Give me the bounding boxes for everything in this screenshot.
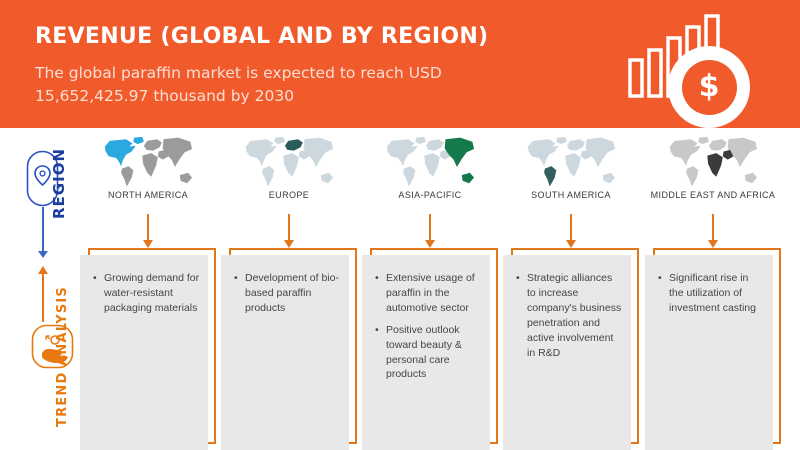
card-body: Extensive usage of paraffin in the autom…	[362, 255, 490, 450]
trend-connector-arrow	[38, 266, 48, 322]
world-map-europe-icon	[245, 136, 334, 187]
header-banner: REVENUE (GLOBAL AND BY REGION) The globa…	[0, 0, 800, 128]
down-arrow-icon	[284, 214, 294, 248]
region-name: SOUTH AMERICA	[531, 190, 611, 200]
down-arrow-icon	[566, 214, 576, 248]
down-arrow-icon	[708, 214, 718, 248]
region-name: MIDDLE EAST AND AFRICA	[650, 190, 776, 200]
trend-card: Strategic alliances to increase company'…	[503, 248, 639, 450]
header-subtitle-line1: The global paraffin market is expected t…	[35, 64, 442, 82]
region-name: EUROPE	[268, 190, 310, 200]
world-map-asia-pacific-icon	[386, 136, 475, 187]
card-body: Growing demand for water-resistant packa…	[80, 255, 208, 450]
trend-card: Extensive usage of paraffin in the autom…	[362, 248, 498, 450]
header-subtitle-line2: 15,652,425.97 thousand by 2030	[35, 87, 295, 105]
region-name: ASIA-PACIFIC	[398, 190, 462, 200]
down-arrow-icon	[425, 214, 435, 248]
hand-coin-icon	[31, 324, 74, 369]
down-arrow-icon	[143, 214, 153, 248]
trend-item: Development of bio-based paraffin produc…	[234, 271, 341, 316]
region-column-europe: EUROPE Development of bio-based paraffin…	[221, 128, 357, 450]
region-column-middle-east-africa: MIDDLE EAST AND AFRICA Significant rise …	[645, 128, 781, 450]
trend-item: Extensive usage of paraffin in the autom…	[375, 271, 482, 316]
dollar-symbol: $	[681, 59, 737, 115]
location-pin-icon	[26, 150, 59, 207]
trend-analysis-axis-label: TREND ANALYSIS	[55, 286, 70, 428]
trend-item: Strategic alliances to increase company'…	[516, 271, 623, 360]
trend-card: Growing demand for water-resistant packa…	[80, 248, 216, 450]
region-axis-label: REGION	[50, 148, 68, 220]
trend-card: Significant rise in the utilization of i…	[645, 248, 781, 450]
world-map-north-america-icon	[104, 136, 193, 187]
region-connector-arrow	[38, 207, 48, 258]
card-body: Significant rise in the utilization of i…	[645, 255, 773, 450]
trend-card: Development of bio-based paraffin produc…	[221, 248, 357, 450]
dollar-coin-icon: $	[668, 46, 750, 128]
trend-item: Growing demand for water-resistant packa…	[93, 271, 200, 316]
trend-item: Positive outlook toward beauty & persona…	[375, 323, 482, 383]
page-title: REVENUE (GLOBAL AND BY REGION)	[35, 24, 489, 49]
region-column-south-america: SOUTH AMERICA Strategic alliances to inc…	[503, 128, 639, 450]
card-body: Development of bio-based paraffin produc…	[221, 255, 349, 450]
region-name: NORTH AMERICA	[107, 190, 189, 200]
region-column-north-america: NORTH AMERICA Growing demand for water-r…	[80, 128, 216, 450]
region-column-asia-pacific: ASIA-PACIFIC Extensive usage of paraffin…	[362, 128, 498, 450]
world-map-middle-east-africa-icon	[669, 136, 758, 187]
world-map-south-america-icon	[527, 136, 616, 187]
card-body: Strategic alliances to increase company'…	[503, 255, 631, 450]
trend-item: Significant rise in the utilization of i…	[658, 271, 765, 316]
